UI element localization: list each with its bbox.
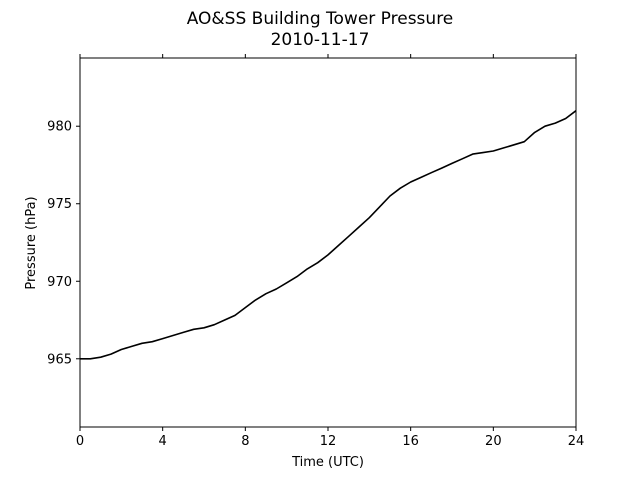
x-tick-label: 8 — [241, 434, 249, 449]
pressure-series-line — [80, 110, 577, 360]
y-tick-label: 965 — [47, 352, 72, 367]
x-tick-label: 20 — [485, 434, 502, 449]
x-axis-label: Time (UTC) — [291, 455, 364, 470]
axis-ticks — [76, 54, 577, 431]
x-tick-label: 12 — [320, 434, 337, 449]
x-tick-label: 16 — [402, 434, 419, 449]
y-tick-label: 970 — [47, 275, 72, 290]
x-tick-label: 24 — [568, 434, 585, 449]
y-tick-label: 980 — [47, 120, 72, 135]
plot-area — [79, 57, 577, 428]
x-tick-label: 0 — [76, 434, 84, 449]
y-axis-label: Pressure (hPa) — [24, 196, 39, 289]
tick-labels: 0 4 8 12 16 20 24 965 970 975 980 — [47, 120, 584, 449]
chart-title: AO&SS Building Tower Pressure — [187, 9, 454, 29]
y-tick-label: 975 — [47, 197, 72, 212]
chart-subtitle: 2010-11-17 — [271, 30, 370, 50]
x-tick-label: 4 — [159, 434, 167, 449]
